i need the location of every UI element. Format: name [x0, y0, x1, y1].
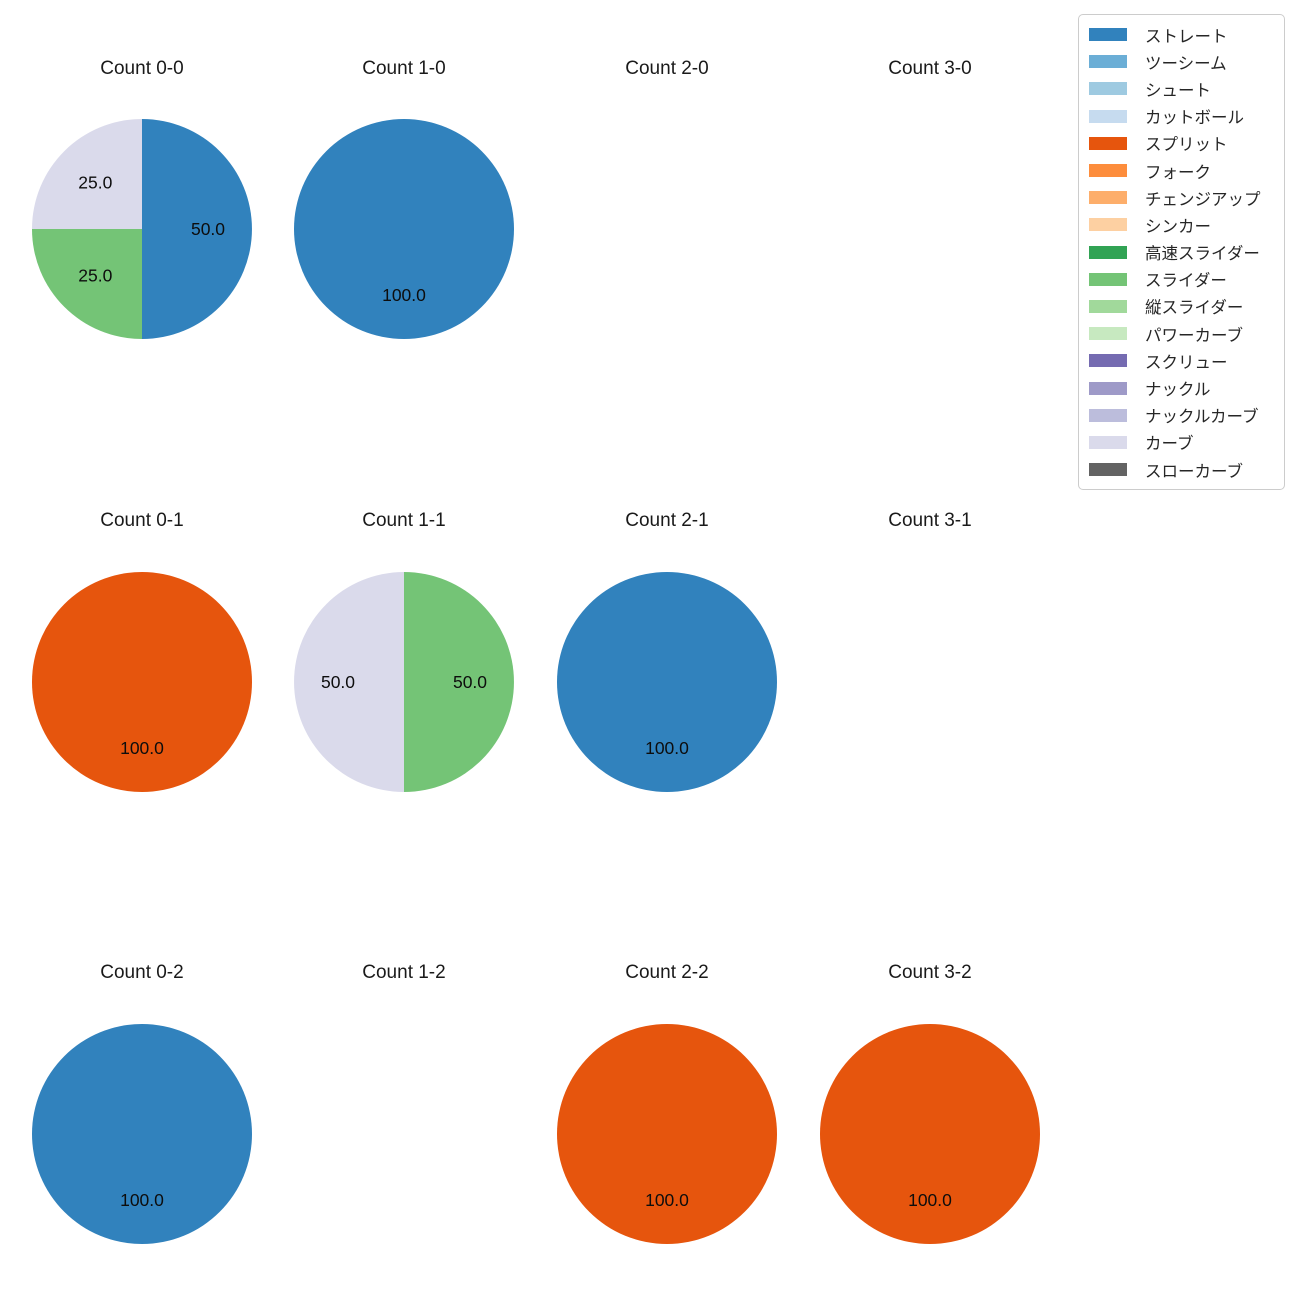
- legend-swatch: [1089, 245, 1127, 259]
- subplot-title: Count 0-1: [100, 510, 184, 531]
- percent-label: 100.0: [120, 738, 164, 758]
- legend-item: チェンジアップ: [1089, 184, 1276, 211]
- pie-slice: [294, 119, 514, 339]
- legend-label: ストレート: [1145, 27, 1228, 46]
- legend-swatch: [1089, 136, 1127, 150]
- legend-swatch: [1089, 164, 1127, 178]
- pie-chart: 100.0: [32, 1024, 252, 1244]
- pie-slice: [142, 119, 252, 339]
- legend-swatch: [1089, 109, 1127, 123]
- legend-label: ツーシーム: [1145, 54, 1227, 73]
- legend-item: スライダー: [1089, 266, 1276, 293]
- percent-label: 25.0: [78, 266, 112, 286]
- pie-chart: 100.0: [820, 1024, 1040, 1244]
- pie-slice: [32, 1024, 252, 1244]
- subplot-title: Count 1-1: [362, 510, 446, 531]
- subplot-title: Count 0-2: [100, 962, 184, 983]
- percent-label: 100.0: [382, 285, 426, 305]
- pie-slice: [32, 572, 252, 792]
- legend-swatch: [1089, 218, 1127, 232]
- legend-item: カットボール: [1089, 103, 1276, 130]
- legend-swatch: [1089, 82, 1127, 96]
- legend-label: ナックル: [1145, 381, 1211, 400]
- legend-label: スライダー: [1145, 272, 1227, 291]
- subplot-title: Count 2-0: [625, 58, 709, 79]
- legend-swatch: [1089, 55, 1127, 69]
- subplot-title: Count 2-2: [625, 962, 709, 983]
- percent-label: 50.0: [191, 219, 225, 239]
- legend-item: ストレート: [1089, 21, 1276, 48]
- pie-chart: 100.0: [294, 119, 514, 339]
- legend-item: ナックル: [1089, 374, 1276, 401]
- pie-slice: [557, 1024, 777, 1244]
- legend-item: フォーク: [1089, 157, 1276, 184]
- legend-label: スプリット: [1145, 136, 1228, 155]
- legend-swatch: [1089, 272, 1127, 286]
- legend-label: カットボール: [1145, 109, 1244, 128]
- pie-slice: [404, 572, 514, 792]
- percent-label: 50.0: [453, 672, 487, 692]
- legend-item: スプリット: [1089, 130, 1276, 157]
- legend-item: 高速スライダー: [1089, 239, 1276, 266]
- legend-label: シンカー: [1145, 217, 1211, 236]
- legend-label: スクリュー: [1145, 353, 1228, 372]
- legend-label: フォーク: [1145, 163, 1211, 182]
- legend-swatch: [1089, 463, 1127, 477]
- legend-swatch: [1089, 191, 1127, 205]
- pie-slice: [820, 1024, 1040, 1244]
- legend-item: パワーカーブ: [1089, 320, 1276, 347]
- pie-chart: 100.0: [557, 572, 777, 792]
- legend-label: パワーカーブ: [1145, 326, 1244, 345]
- pie-slice: [32, 119, 142, 229]
- legend-item: スクリュー: [1089, 347, 1276, 374]
- legend-swatch: [1089, 28, 1127, 42]
- pie-chart: 50.0 25.0 25.0: [32, 119, 252, 339]
- legend-swatch: [1089, 435, 1127, 449]
- subplot-title: Count 3-1: [888, 510, 972, 531]
- percent-label: 25.0: [78, 172, 112, 192]
- percent-label: 50.0: [321, 672, 355, 692]
- legend-swatch: [1089, 299, 1127, 313]
- legend: ストレートツーシームシュートカットボール スプリットフォークチェンジアップ シンカー…: [1078, 14, 1285, 491]
- percent-label: 100.0: [645, 738, 689, 758]
- pie-chart: 100.0: [32, 572, 252, 792]
- legend-swatch: [1089, 354, 1127, 368]
- legend-item: 縦スライダー: [1089, 293, 1276, 320]
- legend-label: ナックルカーブ: [1145, 408, 1259, 427]
- legend-item: ナックルカーブ: [1089, 402, 1276, 429]
- legend-label: カーブ: [1145, 435, 1194, 454]
- subplot-title: Count 1-0: [362, 58, 446, 79]
- subplot-title: Count 1-2: [362, 962, 446, 983]
- legend-label: シュート: [1145, 81, 1211, 100]
- legend-label: チェンジアップ: [1145, 190, 1261, 209]
- percent-label: 100.0: [120, 1190, 164, 1210]
- percent-label: 100.0: [645, 1190, 689, 1210]
- percent-label: 100.0: [908, 1190, 952, 1210]
- legend-label: 高速スライダー: [1145, 245, 1260, 264]
- pie-slice: [32, 229, 142, 339]
- legend-label: 縦スライダー: [1145, 299, 1244, 318]
- legend-swatch: [1089, 381, 1127, 395]
- legend-swatch: [1089, 327, 1127, 341]
- subplot-title: Count 3-2: [888, 962, 972, 983]
- legend-item: シュート: [1089, 75, 1276, 102]
- legend-item: スローカーブ: [1089, 456, 1276, 483]
- subplot-title: Count 3-0: [888, 58, 972, 79]
- pie-chart: 100.0: [557, 1024, 777, 1244]
- pie-chart: 50.0 50.0: [294, 572, 514, 792]
- subplot-title: Count 0-0: [100, 58, 184, 79]
- legend-item: カーブ: [1089, 429, 1276, 456]
- subplot-title: Count 2-1: [625, 510, 709, 531]
- pie-slice: [294, 572, 404, 792]
- legend-item: シンカー: [1089, 211, 1276, 238]
- legend-label: スローカーブ: [1145, 462, 1244, 481]
- legend-item: ツーシーム: [1089, 48, 1276, 75]
- pie-slice: [557, 572, 777, 792]
- legend-swatch: [1089, 408, 1127, 422]
